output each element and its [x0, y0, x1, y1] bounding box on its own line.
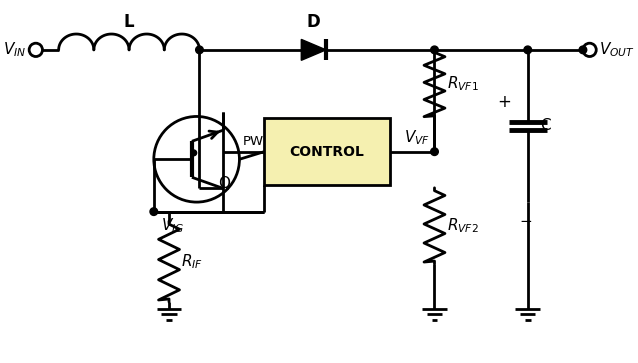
Text: $V_{OUT}$: $V_{OUT}$ — [599, 41, 635, 59]
Text: $V_{IN}$: $V_{IN}$ — [3, 41, 26, 59]
Text: +: + — [497, 93, 511, 111]
Text: CONTROL: CONTROL — [290, 145, 364, 159]
Text: $R_{VF2}$: $R_{VF2}$ — [447, 217, 478, 235]
Text: $V_{IG}$: $V_{IG}$ — [161, 216, 184, 235]
Circle shape — [191, 150, 197, 156]
Text: $-$: $-$ — [519, 212, 533, 227]
Circle shape — [196, 46, 204, 54]
Circle shape — [431, 46, 438, 54]
Text: $V_{VF}$: $V_{VF}$ — [404, 128, 430, 147]
Circle shape — [579, 46, 587, 54]
Text: C: C — [540, 118, 551, 134]
Circle shape — [150, 208, 158, 215]
FancyBboxPatch shape — [264, 118, 390, 185]
Circle shape — [431, 148, 438, 155]
Text: $R_{VF1}$: $R_{VF1}$ — [447, 75, 478, 93]
Text: $R_{IF}$: $R_{IF}$ — [181, 252, 204, 271]
Circle shape — [524, 46, 531, 54]
Text: PWM: PWM — [242, 135, 275, 148]
Text: Q: Q — [218, 176, 230, 191]
Polygon shape — [301, 40, 326, 60]
Text: L: L — [124, 13, 135, 31]
Text: D: D — [307, 13, 320, 31]
